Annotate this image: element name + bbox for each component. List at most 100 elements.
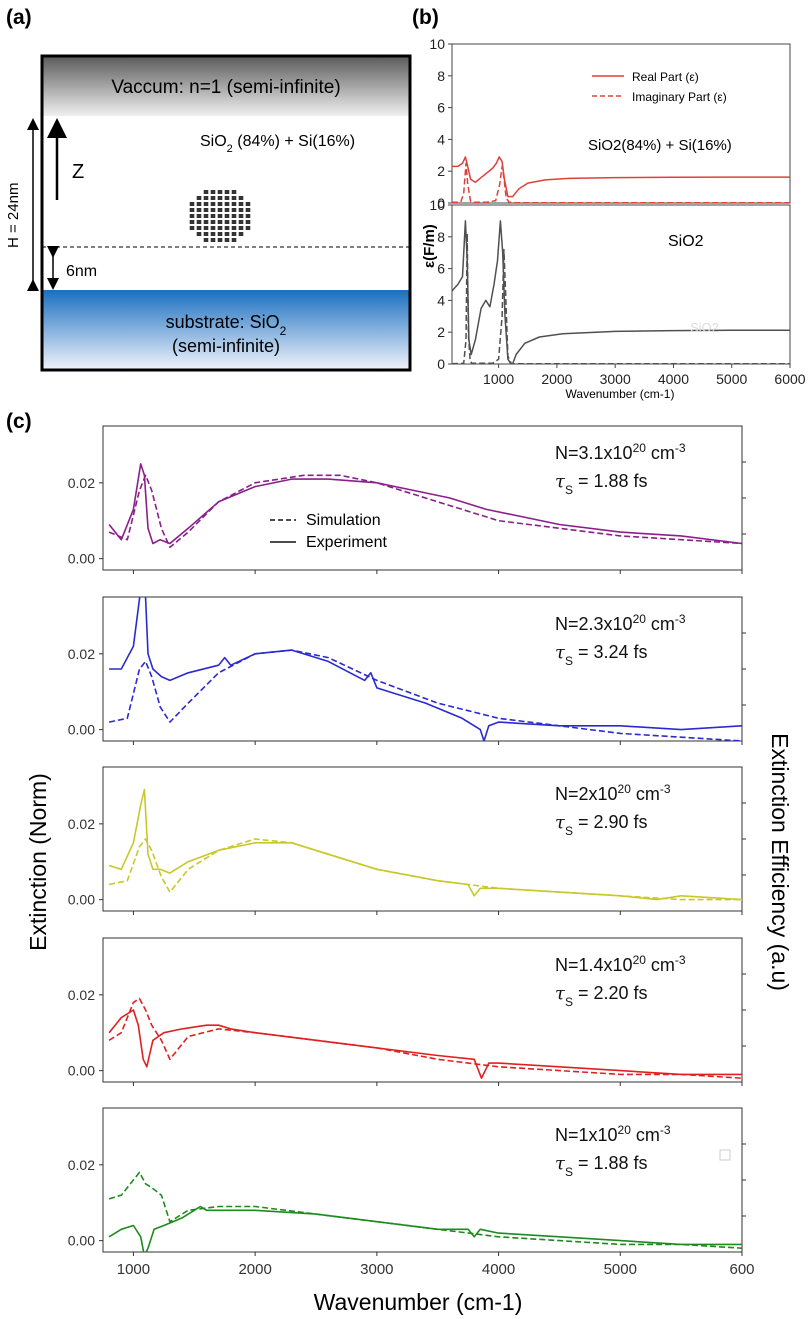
nanoparticle-dot — [224, 208, 230, 212]
c5-series-solid-line — [108, 1205, 742, 1252]
nanoparticle-dot — [224, 220, 230, 224]
nanoparticle-dot — [245, 226, 251, 230]
nanoparticle-dot — [189, 202, 195, 206]
b-top-series-dashed-line — [452, 162, 790, 203]
nanoparticle-dot — [245, 220, 251, 224]
substrate-layer — [42, 290, 410, 370]
legend-sim-label: Simulation — [306, 512, 381, 529]
c5-xtick-label: 600 — [729, 1261, 754, 1278]
b-top-ytick-label: 4 — [437, 131, 445, 147]
c4-plot: 0.00 0.02 N=1.4x1020 cm-3 τS = 2.20 fs — [68, 937, 746, 1086]
permittivity-bottom-material: SiO2 — [668, 233, 704, 250]
b-bottom-ytick-label: 4 — [437, 292, 445, 308]
permittivity-bottom-ghost-label: SiO2 — [690, 320, 719, 335]
nanoparticle-dot — [238, 232, 244, 236]
panel-label-b: (b) — [412, 6, 439, 29]
c5-xtick-label: 5000 — [604, 1261, 637, 1278]
b-bottom-xtick-label: 5000 — [716, 371, 747, 387]
nanoparticle-dot — [224, 226, 230, 230]
nanoparticle-dot — [196, 196, 202, 200]
nanoparticle-dot — [203, 220, 209, 224]
b-bottom-ytick-label: 10 — [429, 197, 445, 213]
c5-plot: 0.00 0.02 1000 2000 3000 4000 5000 600 N=1x1020 … — [68, 1107, 755, 1278]
c5-tau-label: τS = 1.88 fs — [555, 1153, 648, 1179]
vacuum-layer — [42, 56, 410, 116]
height-label: H = 24nm — [5, 183, 22, 248]
nanoparticle-dot — [245, 208, 251, 212]
b-top-ytick-label: 10 — [429, 36, 445, 52]
panel-label-c: (c) — [6, 410, 32, 433]
nanoparticle-dot — [196, 214, 202, 218]
c4-tau-label: τS = 2.20 fs — [555, 983, 648, 1009]
z-axis-label: Z — [72, 161, 84, 183]
b-top-lines — [452, 156, 790, 203]
c1-plot: 0.00 0.02 N=3.1x1020 cm-3 τS = 1.88 fs — [68, 425, 746, 574]
nanoparticle-dot — [189, 214, 195, 218]
nanoparticle-dot — [210, 220, 216, 224]
nanoparticle-dot — [231, 220, 237, 224]
b-bottom-xtick-label: 6000 — [774, 371, 805, 387]
nanoparticle-dot — [231, 190, 237, 194]
nanoparticle-dot — [217, 214, 223, 218]
c3-lines — [108, 788, 742, 901]
c4-series-solid-line — [108, 1009, 742, 1079]
nanoparticle-dot — [203, 208, 209, 212]
nanoparticle-dot — [217, 220, 223, 224]
c5-ytick-label: 0.00 — [68, 1233, 95, 1249]
vacuum-label: Vaccum: n=1 (semi-infinite) — [111, 77, 340, 98]
c1-ytick-label: 0.02 — [68, 475, 95, 491]
nanoparticle-dot — [217, 238, 223, 242]
c5-ytick-label: 0.02 — [68, 1157, 95, 1173]
c2-ytick-label: 0.02 — [68, 646, 95, 662]
c5-xtick-label: 4000 — [482, 1261, 515, 1278]
nanoparticle-dot — [203, 190, 209, 194]
c2-series-dashed-line — [108, 649, 742, 741]
extinction-plots: 0.000.02N=3.1x1020 cm-3τS = 1.88 fs0.000.… — [68, 425, 755, 1278]
c3-tau-label: τS = 2.90 fs — [555, 812, 648, 838]
extinction-xlabel: Wavenumber (cm-1) — [314, 1289, 523, 1315]
permittivity-bottom-plot: 0 2 4 6 8 10 1000 2000 3000 4000 5000 6000 — [429, 197, 805, 387]
legend-empty-box — [719, 1149, 731, 1161]
schematic-frame — [40, 54, 412, 372]
b-bottom-ytick-label: 0 — [437, 356, 445, 372]
c4-ytick-label: 0.00 — [68, 1063, 95, 1079]
substrate-label-line2: (semi-infinite) — [172, 336, 280, 356]
gap-label: 6nm — [66, 263, 97, 280]
nanoparticle-dot — [210, 202, 216, 206]
nanoparticle-dot — [224, 232, 230, 236]
c2-plot: 0.00 0.02 N=2.3x1020 cm-3 τS = 3.24 fs — [68, 596, 746, 745]
c4-ytick-label: 0.02 — [68, 987, 95, 1003]
nanoparticle-dot — [217, 190, 223, 194]
nanoparticle-dot — [224, 196, 230, 200]
c3-ytick-label: 0.00 — [68, 892, 95, 908]
nanoparticle-dot — [217, 196, 223, 200]
nanoparticle-dot — [196, 232, 202, 236]
b-bottom-ytick-label: 8 — [437, 229, 445, 245]
nanoparticle-dot — [238, 202, 244, 206]
extinction-panel: 0.000.02N=3.1x1020 cm-3τS = 1.88 fs0.000.… — [25, 425, 793, 1315]
nanoparticle-dot — [203, 214, 209, 218]
permittivity-ylabel: ε(F/m) — [421, 224, 438, 268]
permittivity-top-material: SiO2(84%) + Si(16%) — [588, 137, 732, 154]
nanoparticle-dot — [217, 232, 223, 236]
b-bottom-xtick-label: 2000 — [541, 371, 572, 387]
b-bottom-ytick-label: 2 — [437, 324, 445, 340]
legend-real-label: Real Part (ε) — [632, 70, 699, 84]
nanoparticle-dot — [238, 208, 244, 212]
legend-exp-label: Experiment — [306, 534, 387, 551]
nanoparticle-dot — [189, 220, 195, 224]
nanoparticle-dot — [203, 202, 209, 206]
permittivity-top-plot: 0 2 4 6 8 10 — [429, 36, 790, 211]
c1-ytick-label: 0.00 — [68, 551, 95, 567]
c5-lines — [108, 1171, 742, 1252]
b-bottom-xtick-label: 1000 — [483, 371, 514, 387]
nanoparticle-grid — [189, 190, 251, 242]
nanoparticle-dot — [231, 214, 237, 218]
extinction-ylabel-right: Extinction Efficiency (a.u) — [767, 733, 793, 991]
nanoparticle-dot — [224, 214, 230, 218]
nanoparticle-dot — [210, 238, 216, 242]
c3-density-label: N=2x1020 cm-3 — [555, 782, 671, 804]
film-label: SiO2 (84%) + Si(16%) — [200, 133, 355, 155]
